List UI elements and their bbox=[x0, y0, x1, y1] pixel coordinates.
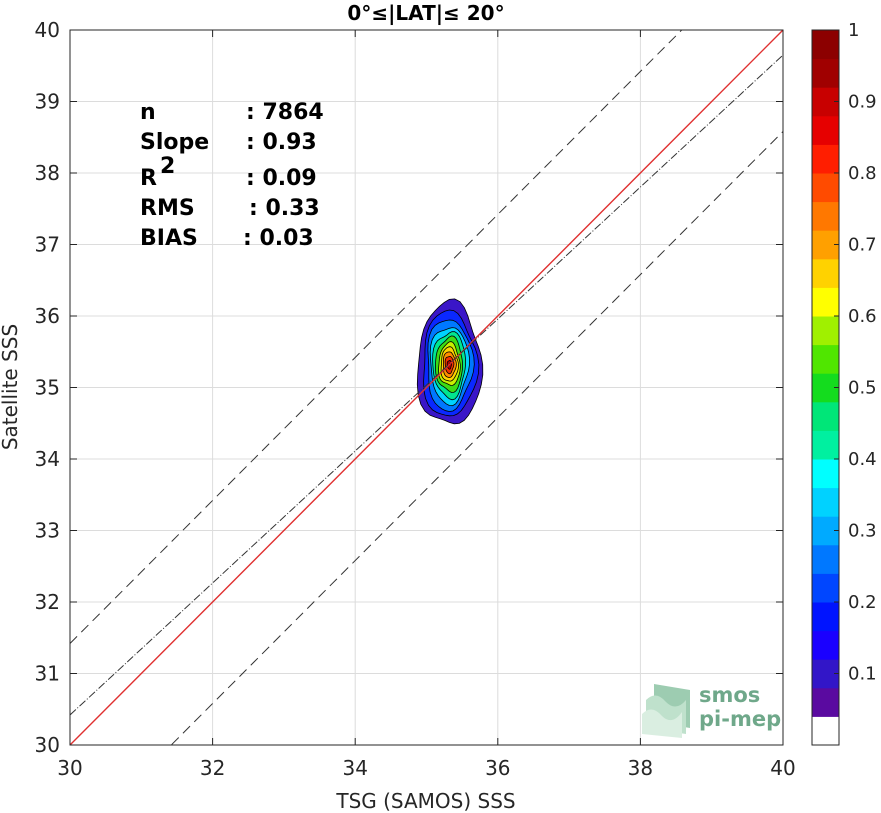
colorbar-swatch bbox=[812, 487, 839, 517]
x-tick-label: 38 bbox=[628, 756, 653, 780]
x-tick-label: 34 bbox=[342, 756, 367, 780]
stat-value: : 0.09 bbox=[246, 166, 317, 191]
y-tick-label: 33 bbox=[35, 519, 60, 543]
logo-waves-icon bbox=[642, 684, 690, 738]
colorbar-swatch bbox=[812, 716, 839, 746]
statistics-box: n : 7864 Slope : 0.93 R 2 : 0.09 RMS : 0.33 BIAS:… bbox=[140, 100, 324, 251]
smos-pi-mep-logo: smos pi-mep bbox=[642, 683, 781, 738]
y-tick-label: 34 bbox=[35, 447, 60, 471]
y-tick-label: 40 bbox=[35, 18, 60, 42]
logo-text-smos: smos bbox=[699, 683, 760, 707]
chart-title: 0°≤|LAT|≤ 20° bbox=[347, 1, 504, 25]
colorbar-swatch bbox=[812, 316, 839, 346]
stat-value: : 7864 bbox=[246, 100, 324, 125]
grid bbox=[69, 29, 784, 746]
reference-lines bbox=[70, 30, 783, 745]
colorbar-swatch bbox=[812, 459, 839, 489]
logo-text-pi-mep: pi-mep bbox=[699, 707, 781, 731]
colorbar-swatch bbox=[812, 401, 839, 431]
colorbar-swatch bbox=[812, 144, 839, 174]
colorbar-swatch bbox=[812, 58, 839, 88]
y-tick-label: 35 bbox=[35, 376, 60, 400]
colorbar-swatch bbox=[812, 544, 839, 574]
x-axis-ticks: 30 32 34 36 38 40 bbox=[57, 30, 796, 780]
y-tick-label: 31 bbox=[35, 662, 60, 686]
stat-label: Slope bbox=[140, 130, 209, 155]
x-axis-label: TSG (SAMOS) SSS bbox=[335, 789, 515, 813]
colorbar-swatch bbox=[812, 344, 839, 374]
stat-label: R bbox=[140, 166, 157, 191]
line-fit bbox=[70, 54, 783, 716]
colorbar-tick-label: 0.2 bbox=[848, 592, 877, 613]
y-tick-label: 37 bbox=[35, 233, 60, 257]
stat-value: : 0.33 bbox=[249, 196, 320, 221]
line-1:1 bbox=[70, 30, 783, 745]
colorbar-tick-label: 0.6 bbox=[848, 306, 877, 327]
colorbar-tick-label: 0.7 bbox=[848, 235, 877, 256]
y-axis-label: Satellite SSS bbox=[0, 324, 22, 450]
stat-value: : 0.93 bbox=[246, 130, 317, 155]
y-tick-label: 38 bbox=[35, 161, 60, 185]
colorbar-tick-label: 1 bbox=[848, 20, 859, 41]
colorbar-swatch bbox=[812, 30, 839, 60]
colorbar-tick-label: 0.3 bbox=[848, 521, 877, 542]
colorbar-swatch bbox=[812, 173, 839, 203]
y-tick-label: 36 bbox=[35, 304, 60, 328]
colorbar-tick-label: 0.9 bbox=[848, 92, 877, 113]
colorbar-swatch bbox=[812, 602, 839, 632]
stat-label: BIAS bbox=[140, 226, 198, 251]
colorbar-swatch bbox=[812, 115, 839, 145]
x-tick-label: 40 bbox=[770, 756, 795, 780]
x-tick-label: 32 bbox=[200, 756, 225, 780]
colorbar-tick-label: 0.1 bbox=[848, 664, 877, 685]
stat-label-superscript: 2 bbox=[160, 154, 175, 179]
colorbar-tick-label: 0.5 bbox=[848, 378, 877, 399]
colorbar-swatch bbox=[812, 430, 839, 460]
colorbar-swatch bbox=[812, 287, 839, 317]
stat-label: RMS bbox=[140, 196, 195, 221]
y-tick-label: 32 bbox=[35, 590, 60, 614]
colorbar-tick-label: 0.4 bbox=[848, 449, 877, 470]
x-tick-label: 36 bbox=[485, 756, 510, 780]
colorbar-swatch bbox=[812, 201, 839, 231]
line-upper bbox=[70, 30, 683, 644]
y-tick-label: 30 bbox=[35, 733, 60, 757]
y-tick-label: 39 bbox=[35, 90, 60, 114]
x-tick-label: 30 bbox=[57, 756, 82, 780]
colorbar: 0.1 0.2 0.3 0.4 0.5 0.6 0.7 0.8 0.9 1 bbox=[811, 20, 877, 746]
colorbar-tick-label: 0.8 bbox=[848, 163, 877, 184]
colorbar-swatch bbox=[812, 630, 839, 660]
colorbar-swatch bbox=[812, 258, 839, 288]
colorbar-swatch bbox=[812, 573, 839, 603]
stat-label: n bbox=[140, 100, 156, 125]
stat-value: : 0.03 bbox=[243, 226, 314, 251]
colorbar-swatch bbox=[812, 687, 839, 717]
y-axis-ticks: 30 31 32 33 34 35 36 37 38 39 40 bbox=[35, 18, 783, 757]
line-lower bbox=[170, 131, 783, 745]
